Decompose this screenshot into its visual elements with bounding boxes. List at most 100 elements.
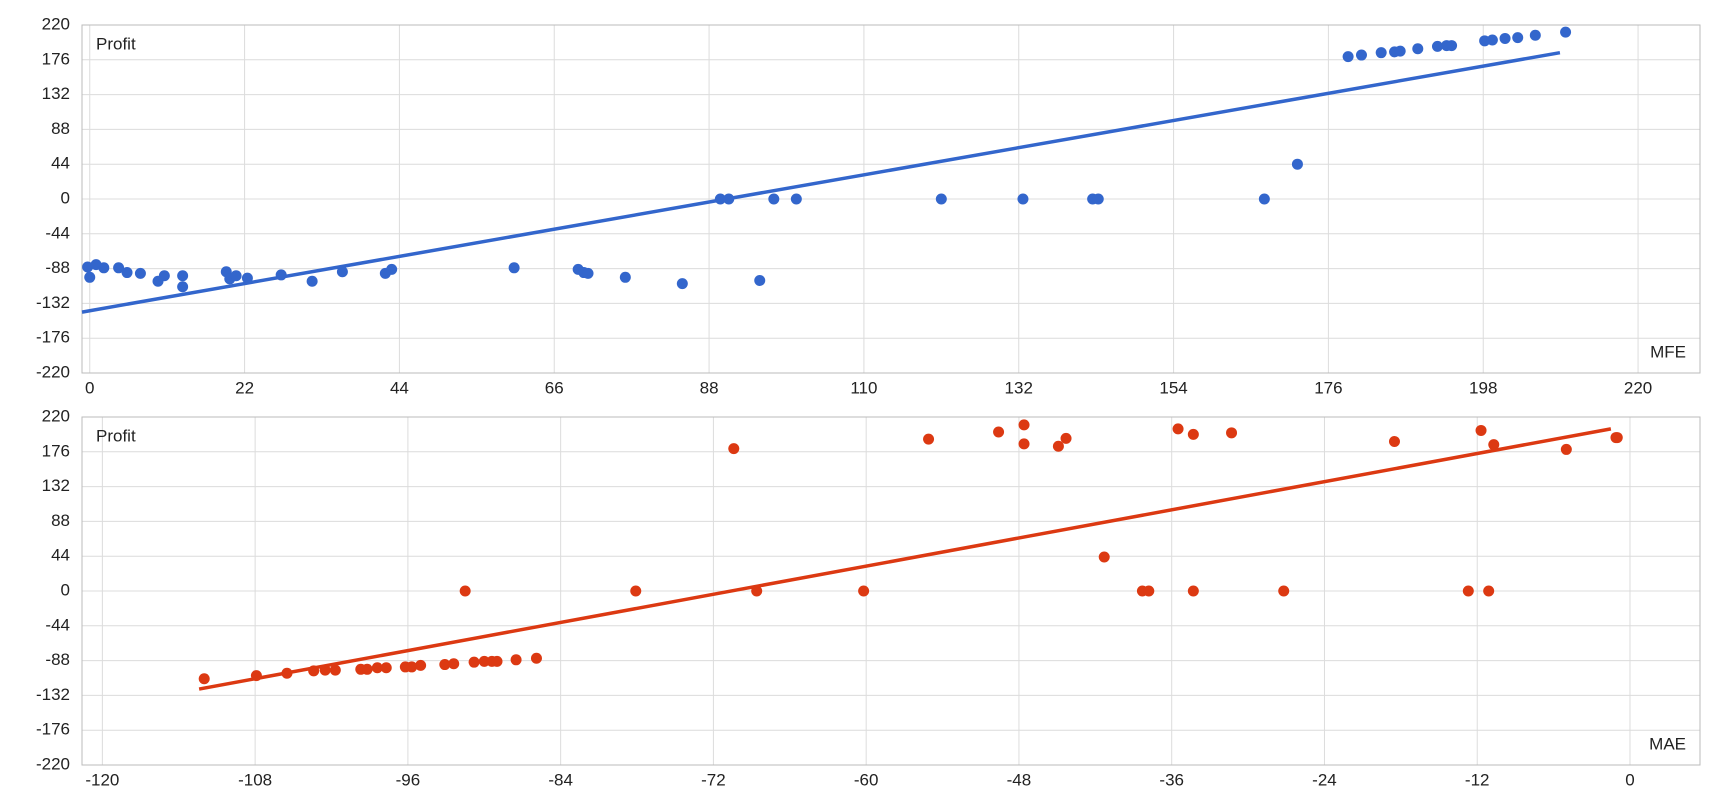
point — [1475, 424, 1487, 436]
point — [1143, 585, 1155, 597]
point — [1018, 438, 1030, 450]
y-tick-label: -220 — [36, 754, 70, 773]
y-tick-label: 176 — [42, 441, 70, 460]
point — [1226, 427, 1238, 439]
x-tick-label: -36 — [1159, 770, 1184, 789]
x-tick-label: -60 — [854, 770, 879, 789]
x-tick-label: -84 — [548, 770, 573, 789]
point — [1412, 43, 1424, 55]
point — [1560, 26, 1572, 38]
y-tick-label: -88 — [45, 650, 70, 669]
x-tick-label: 0 — [1625, 770, 1634, 789]
point — [935, 193, 947, 205]
trend-line — [198, 427, 1612, 691]
y-tick-label: -132 — [36, 293, 70, 312]
point — [177, 270, 189, 282]
point — [582, 267, 594, 279]
y-tick-label: -44 — [45, 615, 70, 634]
point — [1529, 29, 1541, 41]
point — [121, 267, 133, 279]
point — [361, 663, 373, 675]
point — [336, 266, 348, 278]
y-tick-label: 0 — [61, 580, 70, 599]
point — [478, 655, 490, 667]
x-axis-label: MAE — [1649, 734, 1686, 753]
point — [1355, 49, 1367, 61]
x-tick-label: 220 — [1624, 378, 1652, 397]
point — [676, 278, 688, 290]
y-tick-label: 88 — [51, 119, 70, 138]
x-tick-label: -120 — [85, 770, 119, 789]
x-tick-label: 88 — [700, 378, 719, 397]
y-tick-label: 132 — [42, 476, 70, 495]
y-tick-label: 88 — [51, 511, 70, 530]
point — [1258, 193, 1270, 205]
plot-border — [81, 416, 1701, 766]
point — [510, 654, 522, 666]
y-tick-label: -132 — [36, 685, 70, 704]
x-tick-label: -12 — [1465, 770, 1490, 789]
point — [198, 673, 210, 685]
y-axis-label: Profit — [96, 426, 136, 445]
y-tick-label: 44 — [51, 546, 70, 565]
point — [1375, 47, 1387, 59]
x-tick-label: -72 — [701, 770, 726, 789]
point — [993, 426, 1005, 438]
point — [530, 652, 542, 664]
point — [1560, 443, 1572, 455]
x-axis-label: MFE — [1650, 342, 1686, 361]
y-tick-label: 176 — [42, 49, 70, 68]
x-tick-label: 176 — [1314, 378, 1342, 397]
point — [1488, 439, 1500, 451]
point — [508, 262, 520, 274]
point — [923, 433, 935, 445]
x-tick-label: -24 — [1312, 770, 1337, 789]
y-tick-label: -176 — [36, 720, 70, 739]
y-tick-label: 220 — [42, 14, 70, 33]
point — [1394, 45, 1406, 57]
x-tick-label: 154 — [1159, 378, 1187, 397]
y-tick-label: -44 — [45, 223, 70, 242]
point — [415, 659, 427, 671]
point — [158, 270, 170, 282]
point — [1172, 423, 1184, 435]
point — [386, 263, 398, 275]
point — [630, 585, 642, 597]
point — [82, 261, 94, 273]
x-tick-label: 44 — [390, 378, 409, 397]
point — [1499, 32, 1511, 44]
y-tick-label: -176 — [36, 328, 70, 347]
y-tick-label: 220 — [42, 406, 70, 425]
point — [619, 271, 631, 283]
point — [1060, 432, 1072, 444]
point — [1278, 585, 1290, 597]
point — [1512, 32, 1524, 44]
x-tick-label: -96 — [396, 770, 421, 789]
x-tick-label: 198 — [1469, 378, 1497, 397]
point — [1483, 585, 1495, 597]
point — [306, 275, 318, 287]
point — [448, 658, 460, 670]
point — [439, 659, 451, 671]
x-tick-label: 66 — [545, 378, 564, 397]
x-tick-label: 110 — [850, 378, 877, 397]
point — [768, 193, 780, 205]
point — [1098, 551, 1110, 563]
point — [84, 271, 96, 283]
point — [406, 661, 418, 673]
point — [1017, 193, 1029, 205]
point — [1092, 193, 1104, 205]
point — [1388, 436, 1400, 448]
y-tick-label: -88 — [45, 258, 70, 277]
y-tick-label: 0 — [61, 188, 70, 207]
point — [177, 281, 189, 293]
trend-line — [81, 50, 1561, 314]
y-tick-label: 44 — [51, 154, 70, 173]
point — [380, 662, 392, 674]
point — [1611, 432, 1623, 444]
y-tick-label: 132 — [42, 84, 70, 103]
point — [1462, 585, 1474, 597]
point — [1291, 158, 1303, 170]
point — [491, 655, 503, 667]
x-tick-label: -48 — [1007, 770, 1032, 789]
